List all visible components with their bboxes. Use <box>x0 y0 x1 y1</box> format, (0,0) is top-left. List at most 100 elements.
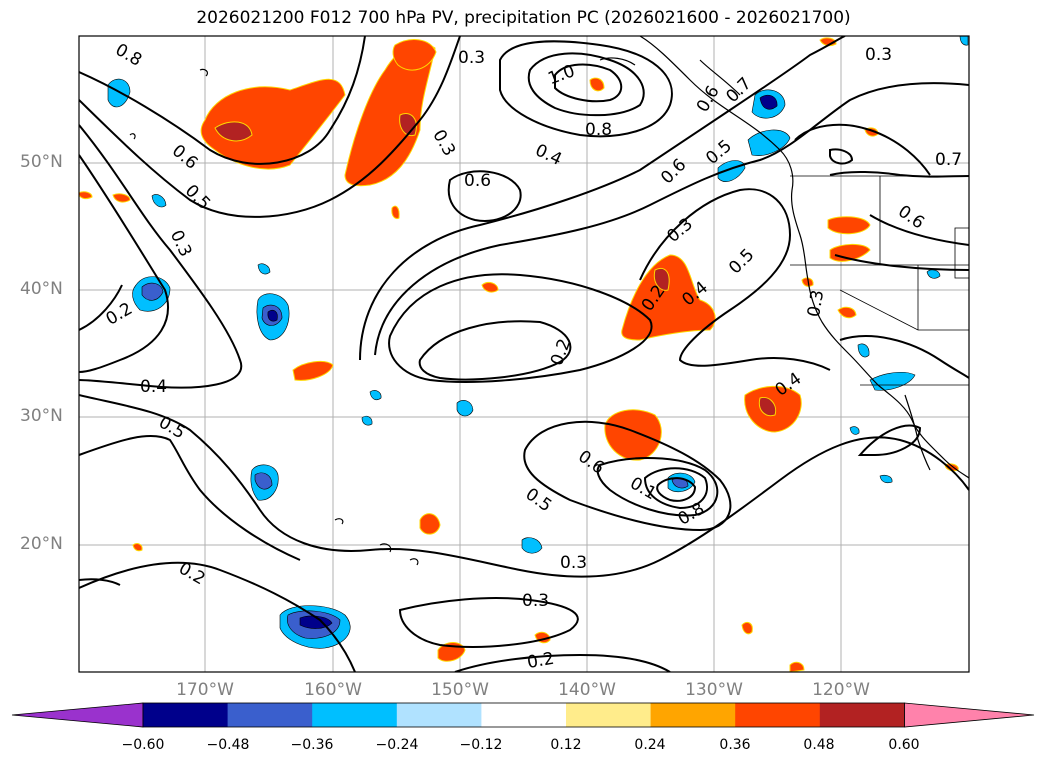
precip-blob <box>344 43 436 187</box>
precip-blob <box>79 191 93 200</box>
colorbar-extend-low <box>11 702 144 728</box>
contour-line <box>523 420 732 532</box>
contour-label: 0.6 <box>574 447 608 479</box>
coastline <box>699 59 741 96</box>
colorbar-tick: −0.60 <box>121 737 165 753</box>
contour-label: 0.1 <box>626 473 659 504</box>
colorbar <box>11 702 1035 728</box>
colorbar-segment <box>396 703 482 727</box>
colorbar-tick: −0.12 <box>459 737 503 753</box>
precip-blob <box>849 426 860 435</box>
lon-label-170w: 170°W <box>176 680 234 700</box>
contour-line <box>79 36 366 165</box>
contour-label: 0.8 <box>112 40 145 71</box>
contour-line <box>639 188 831 371</box>
precip-blob <box>589 77 605 92</box>
contour-line <box>839 335 969 379</box>
contour-line <box>829 148 854 165</box>
precip-blob <box>257 263 271 275</box>
coastline <box>129 133 136 140</box>
contour-line <box>359 36 846 361</box>
contour-line <box>398 597 579 648</box>
coastline <box>599 57 636 66</box>
precip-blob <box>254 472 273 490</box>
contour-label: 0.3 <box>428 126 459 159</box>
precip-blob <box>141 282 164 301</box>
contour-line <box>869 214 969 246</box>
contour-label: 0.4 <box>532 140 565 170</box>
lon-label-160w: 160°W <box>304 680 362 700</box>
precip-blob <box>214 121 253 142</box>
colorbar-segment <box>143 703 229 727</box>
precip-blob <box>789 661 805 672</box>
contour-line <box>79 36 461 218</box>
border <box>954 227 969 279</box>
precip-blob <box>621 254 716 341</box>
colorbar-segment <box>819 703 905 727</box>
contour-line <box>554 63 623 103</box>
precip-blob <box>758 396 777 417</box>
precip-blob <box>741 621 753 635</box>
coastline <box>334 518 344 525</box>
contour-line <box>857 424 922 456</box>
lon-label-140w: 140°W <box>558 680 616 700</box>
precip-blob <box>521 537 543 554</box>
precip-blob <box>112 193 131 203</box>
colorbar-tick: −0.24 <box>375 737 419 753</box>
contour-label: 0.3 <box>663 214 697 247</box>
precip-blob <box>369 390 382 401</box>
contour-line <box>79 154 169 373</box>
pv-contours <box>79 36 969 672</box>
contour-label: 0.6 <box>168 141 202 174</box>
colorbar-tick: 0.48 <box>803 737 835 753</box>
precip-negative-regions <box>107 36 969 649</box>
precip-blob <box>481 282 499 293</box>
precip-blob <box>869 371 916 391</box>
precip-blob <box>107 78 131 108</box>
border <box>839 289 969 331</box>
contour-line <box>79 394 969 578</box>
precip-blob <box>857 343 870 358</box>
colorbar-segment <box>735 703 821 727</box>
colorbar-segment <box>650 703 736 727</box>
political-borders <box>790 175 969 386</box>
contour-line <box>794 123 931 176</box>
contour-line <box>447 170 522 222</box>
contour-line <box>527 52 645 117</box>
precip-positive-regions <box>79 37 959 672</box>
precip-blob <box>759 94 778 110</box>
colorbar-tick: 0.60 <box>888 737 920 753</box>
lon-label-150w: 150°W <box>431 680 489 700</box>
precip-blob <box>419 513 441 535</box>
precip-blob <box>151 194 167 208</box>
lat-label-40n: 40°N <box>20 279 63 299</box>
contour-label: 0.5 <box>725 245 758 278</box>
contour-label: 0.7 <box>722 74 755 107</box>
contour-label: 0.2 <box>526 649 556 673</box>
lat-label-30n: 30°N <box>20 406 63 426</box>
colorbar-tick: 0.36 <box>719 737 751 753</box>
contour-label: 0.8 <box>675 499 708 530</box>
contour-line <box>418 320 572 381</box>
contour-label: 0.3 <box>458 48 485 68</box>
contour-line <box>596 457 719 517</box>
precip-blob <box>361 415 373 426</box>
contour-line <box>454 653 671 672</box>
contour-line <box>79 434 301 561</box>
lat-label-50n: 50°N <box>20 152 63 172</box>
colorbar-segment <box>566 703 652 727</box>
colorbar-tick: 0.12 <box>550 737 582 753</box>
coastline <box>639 36 969 479</box>
contour-line <box>643 467 708 510</box>
map-frame <box>78 35 970 673</box>
precip-blob <box>837 306 857 319</box>
contour-line <box>656 477 697 502</box>
precip-blob <box>604 409 662 461</box>
contour-label: 0.3 <box>560 553 587 573</box>
precip-blob <box>267 309 278 322</box>
contour-line <box>834 254 969 271</box>
precip-blob <box>391 205 400 219</box>
contour-line <box>374 82 969 356</box>
precip-blob <box>132 543 143 552</box>
